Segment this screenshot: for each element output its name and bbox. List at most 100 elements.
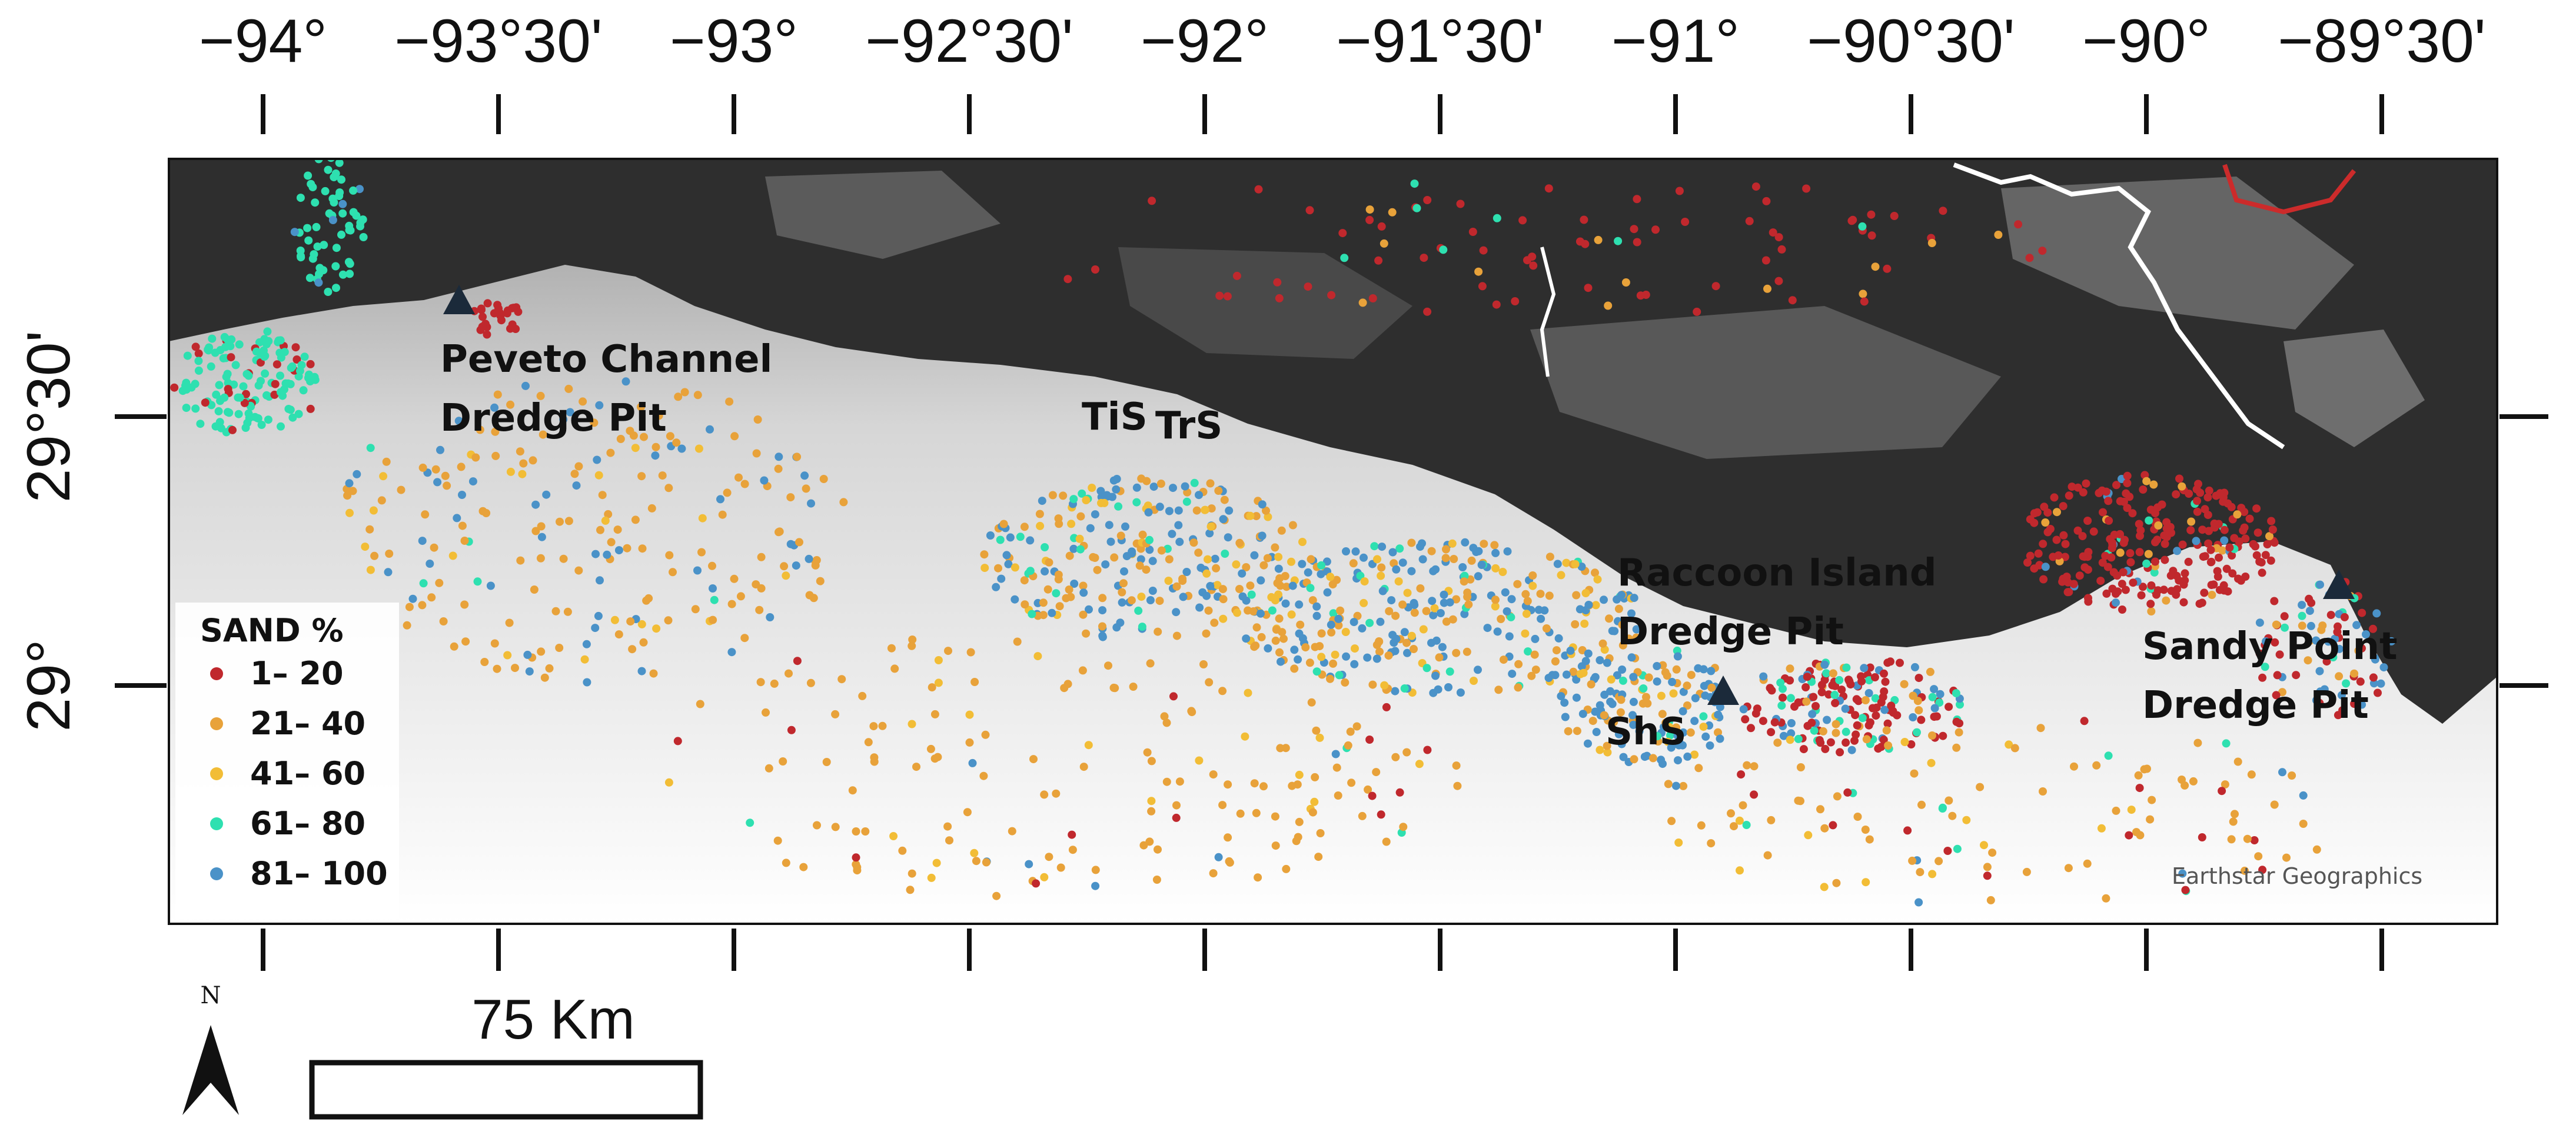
land-texture [1118,247,1412,359]
sample-point [1056,863,1065,872]
sample-point [2126,549,2135,558]
sample-point [338,199,347,208]
sample-point [343,491,352,500]
sample-point [224,385,232,394]
sample-point [1146,659,1155,668]
sample-point [2010,744,2019,753]
sample-point [1422,664,1431,673]
sample-point [457,462,466,471]
sample-point [491,427,500,436]
sample-point [439,617,448,625]
sample-point [204,346,213,355]
sample-point [1165,507,1174,515]
sample-point [1952,689,1960,698]
sample-point [531,500,540,509]
sample-point [460,537,469,545]
sample-point [1914,674,1923,683]
sample-point [321,187,330,195]
land-mass [169,159,2497,724]
sample-point [1368,680,1377,689]
sample-point [1830,691,1839,699]
sample-point [1632,633,1641,642]
sample-point [1370,542,1379,551]
sample-point [1887,701,1896,710]
sample-point [1913,728,1921,737]
sample-point [1282,583,1291,591]
sample-point [1575,605,1584,614]
sample-point [1312,602,1321,611]
sample-point [1244,688,1252,697]
sample-point [1110,553,1119,562]
sample-point [693,391,702,400]
sample-point [2265,532,2273,541]
sample-point [631,444,640,452]
sample-point [2218,787,2226,796]
sample-point [1584,739,1592,748]
sample-point [478,322,487,331]
sample-point [1342,652,1351,661]
sample-point [1304,282,1312,291]
sample-point [1909,691,1917,700]
sample-point [2073,526,2082,535]
legend-label: 61– 80 [250,805,365,842]
sample-point [1686,728,1695,737]
sample-point [1716,734,1724,743]
sample-point [1857,677,1866,686]
sample-point [1786,694,1795,703]
sample-point [331,262,340,271]
sample-point [303,224,312,232]
sample-point [1621,278,1630,287]
sample-point [1039,598,1048,607]
sample-point [1470,677,1478,685]
sample-point [1028,610,1036,618]
sample-point [1883,719,1892,728]
sample-point [1823,716,1832,724]
sample-point [1651,225,1660,234]
sample-point [2089,527,2098,536]
sample-point [1779,693,1787,702]
sample-point [493,390,502,399]
sample-point [1169,692,1178,701]
sample-point [1842,727,1850,736]
sample-point [853,866,862,875]
sample-point [1531,666,1540,674]
sample-point [1041,567,1049,575]
sample-point [1294,655,1302,664]
sample-point [1491,602,1500,611]
sample-point [637,620,646,628]
sample-point [194,357,203,365]
sample-point [1851,711,1860,720]
sample-point [1581,589,1590,597]
sample-point [1327,628,1336,637]
sample-point [277,422,285,431]
sample-point [1211,554,1219,563]
sample-point [1553,560,1562,568]
sample-point [1880,706,1889,714]
sample-point [1391,611,1400,620]
sample-point [1693,307,1701,316]
sample-point [1399,823,1408,831]
sample-point [1460,577,1468,586]
land-texture [1530,306,2001,459]
sample-point [2025,254,2034,262]
sample-point [800,471,809,480]
place-labels: Peveto Channel Dredge Pit TiS TrS Raccoo… [440,338,2398,754]
sample-point [1440,590,1448,599]
sandy-label: Sandy Point [2142,625,2398,668]
sample-point [256,358,265,367]
sample-point [1852,730,1860,739]
sample-point [241,424,250,432]
sample-point [1331,650,1339,659]
sample-point [1199,660,1208,668]
sample-point [2237,504,2246,513]
sample-point [1575,237,1584,246]
sample-point [1743,761,1751,770]
sample-point [1438,643,1447,651]
sample-point [2153,535,2162,544]
sample-point [2135,548,2144,557]
sample-point [1317,653,1326,661]
sample-point [2082,479,2090,488]
sample-point [1629,673,1638,681]
sample-point [1278,628,1287,637]
sample-point [1562,670,1571,679]
